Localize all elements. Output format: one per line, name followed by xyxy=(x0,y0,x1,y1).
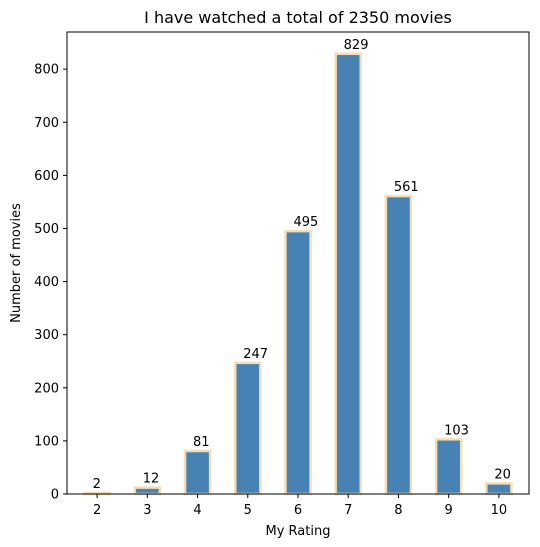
bar-rating-5 xyxy=(233,361,262,496)
data-labels-group: 2 12 81 247 495 829 561 103 20 xyxy=(93,38,511,492)
x-axis: 2 3 4 5 6 7 8 9 10 xyxy=(93,494,507,518)
x-tick-label: 4 xyxy=(193,503,201,518)
bar-rating-9 xyxy=(434,438,463,496)
y-tick-label: 600 xyxy=(34,169,59,184)
data-label-rating-7: 829 xyxy=(344,38,369,53)
bar-rating-10 xyxy=(485,482,513,496)
x-tick-label: 3 xyxy=(143,503,151,518)
y-tick-label: 0 xyxy=(51,488,59,503)
bar-rating-8 xyxy=(384,194,413,496)
x-tick-label: 9 xyxy=(445,503,453,518)
x-tick-label: 8 xyxy=(394,503,402,518)
data-label-rating-5: 247 xyxy=(243,347,268,362)
x-tick-label: 7 xyxy=(344,503,352,518)
y-axis: 0 100 200 300 400 500 600 700 800 xyxy=(34,63,67,503)
data-label-rating-3: 12 xyxy=(143,472,160,487)
data-label-rating-2: 2 xyxy=(93,477,101,492)
bar-rating-4 xyxy=(183,449,212,496)
x-tick-label: 10 xyxy=(491,503,508,518)
data-label-rating-4: 81 xyxy=(193,435,210,450)
y-tick-label: 400 xyxy=(34,275,59,290)
y-tick-label: 800 xyxy=(34,63,59,78)
data-label-rating-8: 561 xyxy=(394,180,419,195)
x-tick-label: 6 xyxy=(294,503,302,518)
bar-rating-3 xyxy=(133,486,162,496)
y-tick-label: 100 xyxy=(34,434,59,449)
bar-rating-6 xyxy=(284,229,312,496)
y-tick-label: 500 xyxy=(34,222,59,237)
chart-title: I have watched a total of 2350 movies xyxy=(144,8,452,27)
data-label-rating-9: 103 xyxy=(444,423,469,438)
x-tick-label: 2 xyxy=(93,503,101,518)
y-axis-label: Number of movies xyxy=(9,203,24,323)
data-label-rating-6: 495 xyxy=(293,215,318,230)
y-tick-label: 300 xyxy=(34,328,59,343)
y-tick-label: 200 xyxy=(34,381,59,396)
data-label-rating-10: 20 xyxy=(494,467,511,482)
x-axis-label: My Rating xyxy=(266,524,331,539)
bars-group xyxy=(83,52,513,496)
x-tick-label: 5 xyxy=(244,503,252,518)
bar-rating-7 xyxy=(334,52,363,496)
y-tick-label: 700 xyxy=(34,116,59,131)
